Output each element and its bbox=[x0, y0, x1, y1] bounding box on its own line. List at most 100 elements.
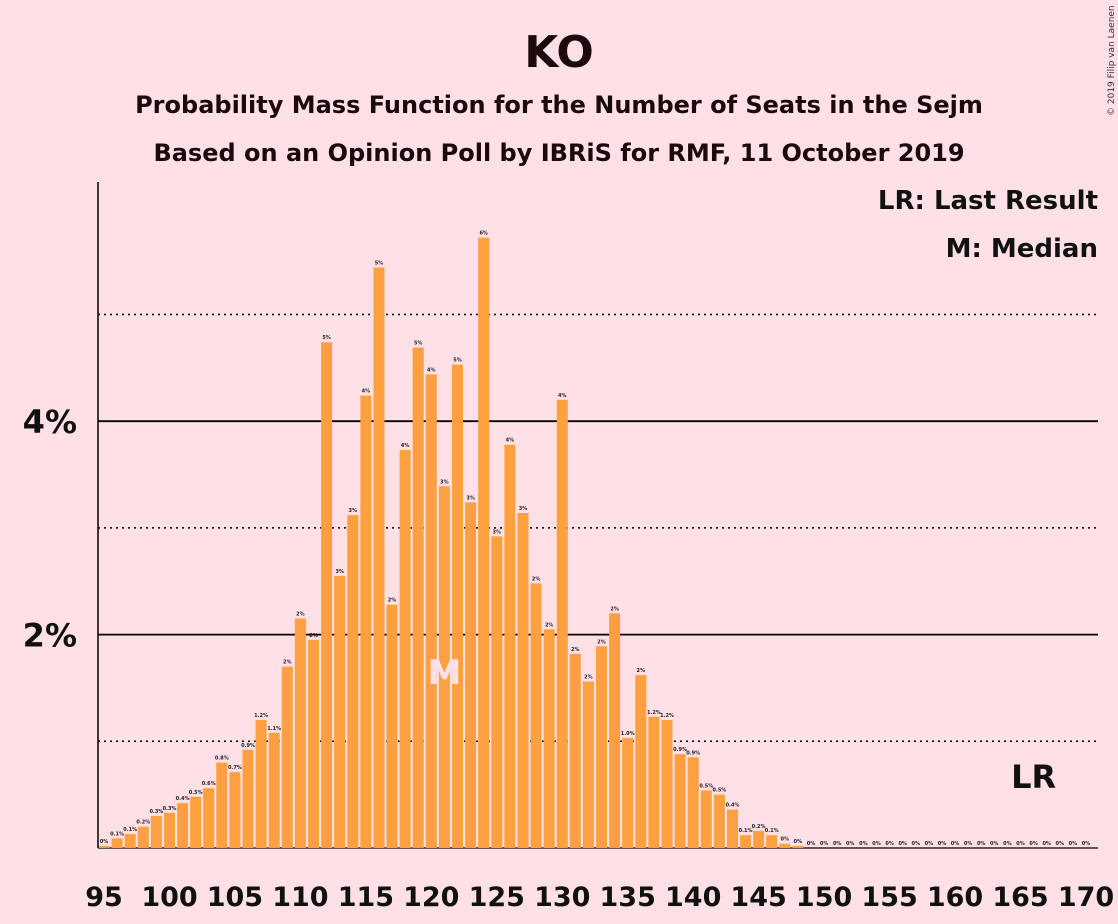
bar-label-seat-162: 0% bbox=[977, 841, 986, 847]
bar-seat-96 bbox=[111, 838, 123, 848]
bar-label-seat-110: 2% bbox=[296, 612, 305, 618]
x-tick-label: 170 bbox=[1058, 882, 1114, 913]
bar-label-seat-154: 0% bbox=[872, 841, 881, 847]
bar-label-seat-112: 5% bbox=[322, 335, 331, 341]
bar-seat-97 bbox=[124, 834, 136, 848]
y-tick-labels: 2% 4% bbox=[23, 403, 77, 654]
bar-seat-128 bbox=[530, 583, 542, 848]
bar-label-seat-114: 3% bbox=[349, 508, 358, 514]
bar-label-seat-119: 5% bbox=[414, 341, 423, 347]
bar-label-seat-139: 0.9% bbox=[673, 747, 687, 753]
bar-label-seat-129: 2% bbox=[545, 622, 554, 628]
bar-seat-101 bbox=[177, 803, 189, 848]
bar-seat-126 bbox=[504, 444, 516, 848]
bar-label-seat-116: 5% bbox=[375, 261, 384, 267]
bar-label-seat-121: 3% bbox=[440, 479, 449, 485]
bar-seat-125 bbox=[491, 536, 503, 848]
bar-label-seat-153: 0% bbox=[859, 841, 868, 847]
x-tick-label: 160 bbox=[927, 882, 983, 913]
bar-label-seat-122: 5% bbox=[453, 358, 462, 364]
bar-label-seat-149: 0% bbox=[807, 841, 816, 847]
x-tick-label: 120 bbox=[403, 882, 459, 913]
bar-label-seat-115: 4% bbox=[362, 389, 371, 395]
bar-label-seat-168: 0% bbox=[1056, 841, 1065, 847]
bar-seat-141 bbox=[700, 790, 712, 848]
bar-label-seat-163: 0% bbox=[990, 841, 999, 847]
bar-label-seat-143: 0.4% bbox=[726, 803, 740, 809]
bar-seat-112 bbox=[321, 342, 333, 848]
x-tick-label: 135 bbox=[600, 882, 656, 913]
bar-label-seat-98: 0.2% bbox=[136, 820, 150, 826]
bar-label-seat-111: 2% bbox=[309, 633, 318, 639]
x-tick-label: 165 bbox=[992, 882, 1048, 913]
bar-seat-119 bbox=[412, 347, 424, 848]
bar-label-seat-164: 0% bbox=[1003, 841, 1012, 847]
bar-label-seat-100: 0.3% bbox=[163, 806, 177, 812]
bar-label-seat-106: 0.9% bbox=[241, 743, 255, 749]
bar-label-seat-138: 1.2% bbox=[660, 713, 674, 719]
bar-label-seat-156: 0% bbox=[898, 841, 907, 847]
bar-seat-113 bbox=[334, 575, 346, 848]
bar-seat-117 bbox=[386, 604, 398, 848]
bar-label-seat-96: 0.1% bbox=[110, 831, 124, 837]
bar-seat-140 bbox=[687, 757, 699, 848]
legend-last-result: LR: Last Result bbox=[878, 186, 1098, 216]
bar-labels: 0%0.1%0.1%0.2%0.3%0.3%0.4%0.5%0.6%0.8%0.… bbox=[100, 231, 1091, 847]
x-tick-label: 110 bbox=[272, 882, 328, 913]
x-tick-label: 145 bbox=[730, 882, 786, 913]
x-tick-labels: 95 100 105 110 115 120 125 130 135 140 145 150 155 16… bbox=[85, 882, 1114, 913]
bar-label-seat-135: 1.0% bbox=[621, 731, 635, 737]
bar-label-seat-107: 1.2% bbox=[254, 713, 268, 719]
bar-label-seat-101: 0.4% bbox=[176, 796, 190, 802]
bar-label-seat-158: 0% bbox=[925, 841, 934, 847]
bar-label-seat-97: 0.1% bbox=[123, 827, 137, 833]
bar-label-seat-137: 1.2% bbox=[647, 710, 661, 716]
bar-seat-135 bbox=[622, 738, 634, 848]
bar-seat-129 bbox=[543, 629, 555, 848]
bar-seat-144 bbox=[740, 835, 752, 848]
bar-label-seat-147: 0% bbox=[781, 837, 790, 843]
bar-label-seat-95: 0% bbox=[100, 839, 109, 845]
bar-label-seat-148: 0% bbox=[794, 839, 803, 845]
bar-label-seat-130: 4% bbox=[558, 393, 567, 399]
bar-label-seat-117: 2% bbox=[388, 598, 397, 604]
bar-label-seat-123: 3% bbox=[466, 495, 475, 501]
bar-seat-124 bbox=[478, 237, 490, 848]
bar-label-seat-125: 3% bbox=[493, 529, 502, 535]
bar-label-seat-150: 0% bbox=[820, 841, 829, 847]
bar-label-seat-170: 0% bbox=[1082, 841, 1091, 847]
bar-seat-133 bbox=[596, 646, 607, 848]
bar-label-seat-151: 0% bbox=[833, 841, 842, 847]
bar-label-seat-105: 0.7% bbox=[228, 765, 242, 771]
bar-seat-131 bbox=[569, 653, 581, 848]
x-tick-label: 150 bbox=[796, 882, 852, 913]
chart-subtitle: Probability Mass Function for the Number… bbox=[135, 91, 983, 119]
bar-seat-102 bbox=[190, 796, 202, 848]
bar-seat-98 bbox=[137, 826, 149, 848]
x-tick-label: 100 bbox=[141, 882, 197, 913]
bar-label-seat-108: 1.1% bbox=[267, 726, 281, 732]
bar-seat-99 bbox=[150, 816, 162, 848]
bar-label-seat-141: 0.5% bbox=[699, 783, 713, 789]
bar-label-seat-145: 0.2% bbox=[752, 824, 766, 830]
bar-label-seat-140: 0.9% bbox=[686, 750, 700, 756]
x-tick-label: 95 bbox=[85, 882, 123, 913]
bar-seat-132 bbox=[582, 681, 594, 848]
x-tick-label: 115 bbox=[338, 882, 394, 913]
bar-label-seat-131: 2% bbox=[571, 647, 580, 653]
bar-seat-148 bbox=[792, 845, 804, 848]
bar-label-seat-144: 0.1% bbox=[739, 828, 753, 834]
bar-label-seat-159: 0% bbox=[938, 841, 947, 847]
bar-seat-115 bbox=[360, 395, 372, 848]
bar-label-seat-127: 3% bbox=[519, 506, 528, 512]
bar-seat-121 bbox=[438, 486, 450, 848]
bar-seat-136 bbox=[635, 675, 647, 848]
bar-label-seat-132: 2% bbox=[584, 675, 593, 681]
bar-seat-146 bbox=[766, 835, 778, 848]
bar-seat-130 bbox=[556, 399, 568, 848]
bar-seat-127 bbox=[517, 513, 529, 848]
bar-seat-118 bbox=[399, 450, 411, 848]
bar-label-seat-134: 2% bbox=[610, 606, 619, 612]
bar-seat-120 bbox=[425, 374, 437, 848]
